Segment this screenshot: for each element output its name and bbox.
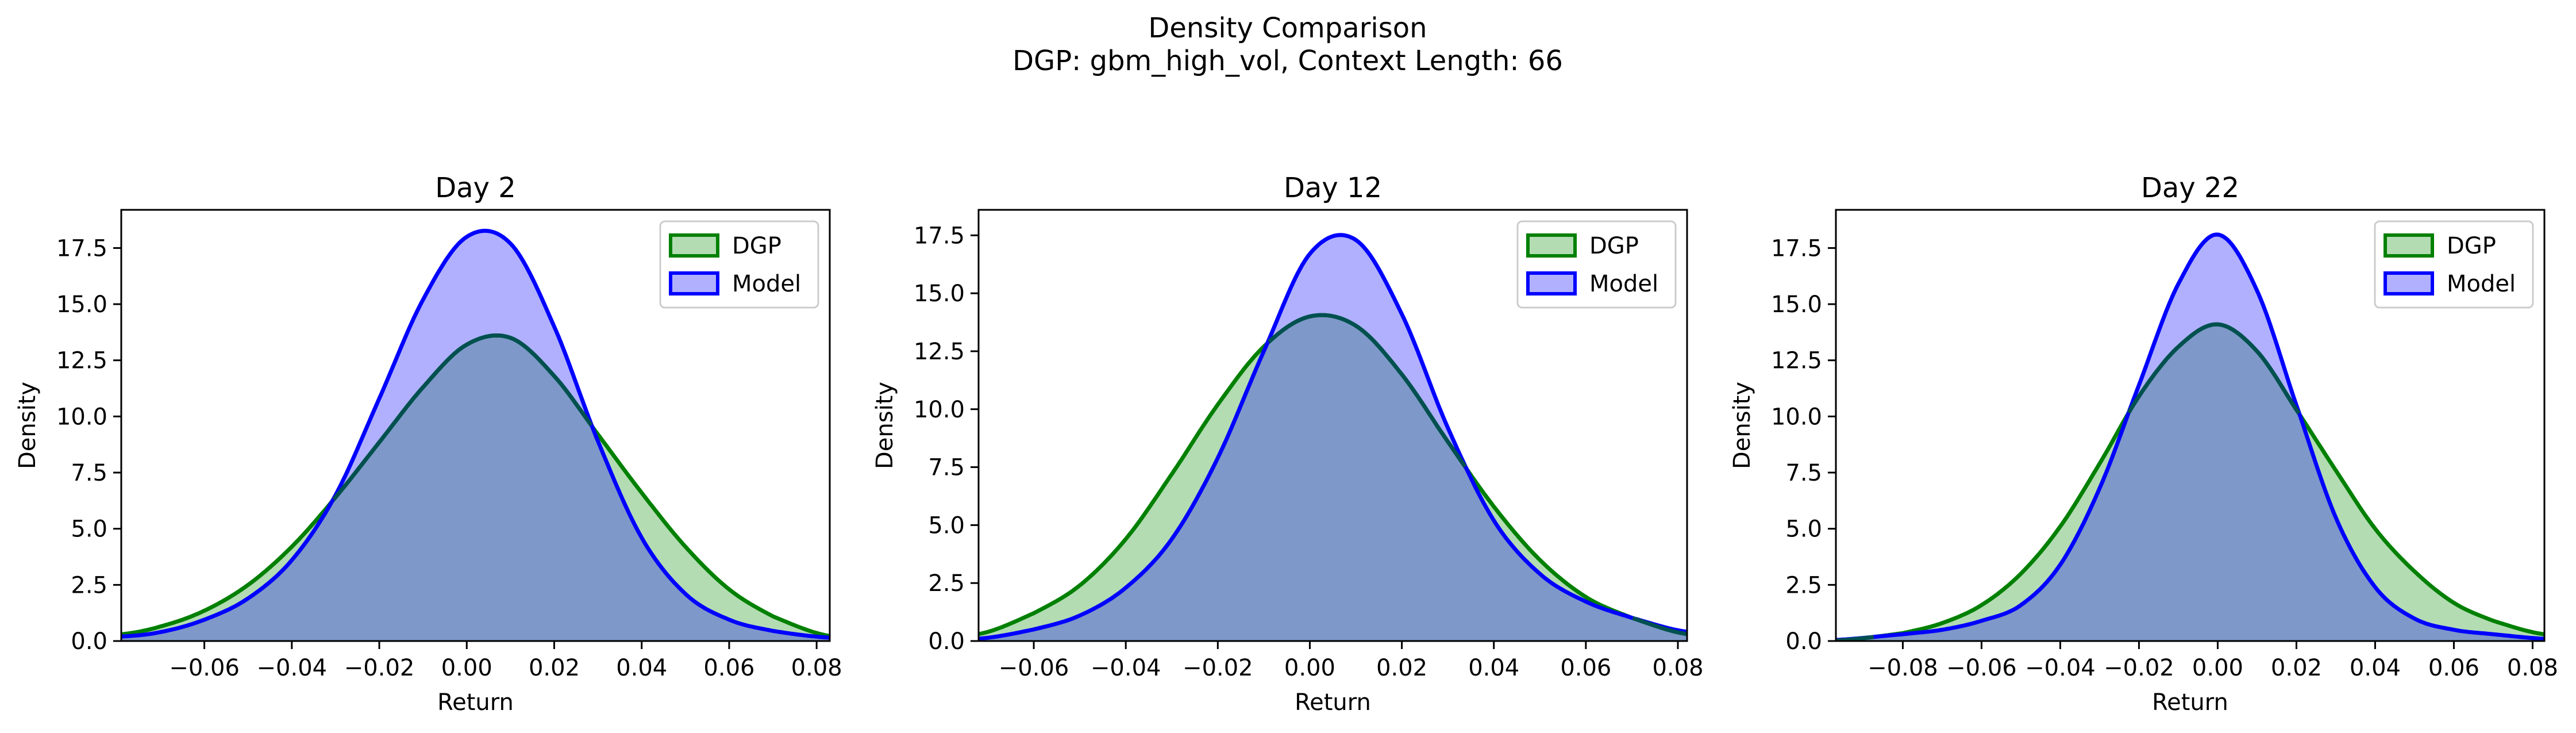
y-tick-label: 15.0: [56, 291, 107, 318]
y-tick-label: 7.5: [928, 455, 965, 481]
y-tick-label: 5.0: [71, 516, 107, 543]
legend-swatch-dgp: [669, 233, 719, 258]
y-tick-label: 2.5: [928, 570, 965, 597]
line-model: [1836, 232, 2544, 641]
y-tick-label: 15.0: [1771, 291, 1822, 318]
subplot-3: −0.08 −0.06 −0.04 −0.02 0.00 0.02 0.04 0.06 0.08…: [1729, 172, 2558, 716]
x-tick-label: 0.00: [441, 655, 492, 681]
x-tick-label: −0.02: [2104, 655, 2174, 681]
y-tick-label: 0.0: [71, 628, 107, 655]
axes-frame: [120, 209, 831, 642]
legend-swatch-model: [1526, 271, 1577, 295]
legend-label-model: Model: [732, 271, 801, 297]
legend-label-dgp: DGP: [2447, 233, 2496, 259]
subplot-title: Day 22: [2141, 172, 2239, 204]
line-model: [121, 228, 830, 640]
legend-label-model: Model: [1589, 271, 1658, 297]
x-axis-label: Return: [2152, 689, 2228, 716]
axes-frame: [1835, 209, 2546, 642]
area-overlap: [121, 335, 830, 641]
figure-title-line-2: DGP: gbm_high_vol, Context Length: 66: [1012, 45, 1563, 77]
x-tick-label: 0.04: [2350, 655, 2401, 681]
legend-label-dgp: DGP: [732, 233, 781, 259]
x-tick-label: 0.04: [1468, 655, 1519, 681]
legend-swatch-model: [669, 271, 719, 295]
x-tick-label: 0.02: [1376, 655, 1427, 681]
legend-swatch-dgp: [2384, 233, 2434, 258]
x-tick-label: −0.06: [999, 655, 1069, 681]
y-tick-label: 12.5: [914, 339, 965, 365]
x-tick-label: 0.06: [2428, 655, 2479, 681]
y-tick-label: 10.0: [1771, 404, 1822, 430]
y-axis-label: Density: [1729, 382, 1755, 469]
x-tick-label: −0.08: [1867, 655, 1938, 681]
x-tick-label: −0.02: [344, 655, 415, 681]
y-tick-label: 2.5: [1785, 572, 1822, 598]
y-tick-label: 17.5: [914, 222, 965, 249]
subplot-title: Day 12: [1284, 172, 1382, 204]
legend: DGP Model: [1516, 220, 1677, 309]
line-model: [979, 233, 1687, 641]
area-overlap: [1836, 324, 2544, 641]
y-tick-label: 12.5: [1771, 348, 1822, 374]
y-tick-label: 5.0: [1785, 516, 1822, 543]
y-axis-label: Density: [14, 382, 41, 469]
subplot-1: −0.06 −0.04 −0.02 0.00 0.02 0.04 0.06 0.08 0.0 2.…: [14, 172, 842, 716]
x-tick-label: −0.02: [1183, 655, 1253, 681]
y-tick-label: 10.0: [914, 397, 965, 423]
x-tick-label: 0.06: [1560, 655, 1611, 681]
legend-label-dgp: DGP: [1589, 233, 1639, 259]
y-tick-label: 15.0: [914, 281, 965, 307]
x-tick-label: 0.08: [1652, 655, 1703, 681]
line-dgp-under-model: [1268, 313, 1687, 636]
x-tick-label: −0.06: [169, 655, 240, 681]
axes-frame: [977, 209, 1688, 642]
y-tick-label: 7.5: [1785, 460, 1822, 486]
y-tick-label: 12.5: [56, 348, 107, 374]
subplot-2: −0.06 −0.04 −0.02 0.00 0.02 0.04 0.06 0.08 0.0 2.…: [872, 172, 1704, 716]
x-tick-label: 0.02: [529, 655, 580, 681]
x-tick-label: 0.00: [1284, 655, 1335, 681]
x-tick-label: −0.04: [1091, 655, 1161, 681]
y-tick-label: 10.0: [56, 404, 107, 430]
y-tick-label: 2.5: [71, 572, 107, 598]
x-tick-label: 0.08: [791, 655, 842, 681]
subplot-title: Day 2: [435, 172, 516, 204]
x-tick-label: 0.04: [616, 655, 667, 681]
x-tick-label: 0.00: [2192, 655, 2243, 681]
x-tick-label: −0.04: [257, 655, 328, 681]
x-tick-label: 0.08: [2507, 655, 2558, 681]
figure-title-line-1: Density Comparison: [1148, 12, 1427, 44]
y-tick-label: 17.5: [1771, 235, 1822, 262]
legend-swatch-model: [2384, 271, 2434, 295]
y-tick-label: 17.5: [56, 235, 107, 262]
legend-label-model: Model: [2447, 271, 2516, 297]
y-tick-label: 5.0: [928, 512, 965, 539]
x-tick-label: −0.04: [2025, 655, 2096, 681]
line-dgp-under-model: [332, 333, 593, 501]
subplots: −0.06 −0.04 −0.02 0.00 0.02 0.04 0.06 0.08 0.0 2.…: [14, 172, 2558, 716]
x-tick-label: −0.06: [1946, 655, 2017, 681]
y-tick-label: 0.0: [1785, 628, 1822, 655]
y-tick-label: 7.5: [71, 460, 107, 486]
x-axis-label: Return: [1295, 689, 1371, 716]
y-axis-label: Density: [872, 382, 898, 469]
legend-swatch-dgp: [1526, 233, 1577, 258]
legend: DGP Model: [2374, 220, 2534, 309]
y-tick-label: 0.0: [928, 628, 965, 655]
x-tick-label: 0.06: [703, 655, 754, 681]
x-axis-label: Return: [437, 689, 514, 716]
legend: DGP Model: [659, 220, 819, 309]
x-tick-label: 0.02: [2271, 655, 2322, 681]
